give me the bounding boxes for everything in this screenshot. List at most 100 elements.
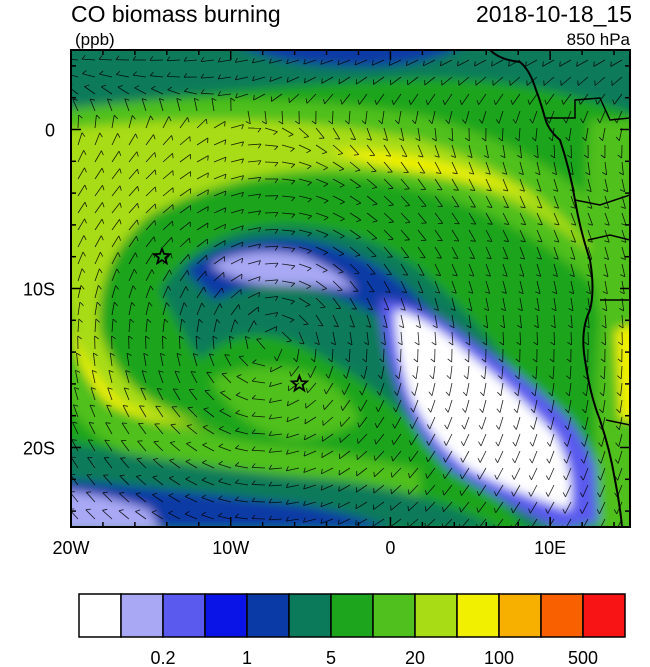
- wind-barb-flag: [603, 189, 609, 193]
- wind-barb-flag: [307, 215, 312, 220]
- wind-barb-flag: [393, 391, 398, 396]
- wind-barb-flag: [384, 308, 389, 311]
- wind-barb-flag: [600, 358, 606, 363]
- wind-barb-flag: [551, 308, 557, 312]
- wind-barb-flag: [448, 341, 454, 346]
- wind-barb-flag: [299, 342, 305, 345]
- wind-barb: [340, 416, 351, 427]
- field-yellow-arc: [330, 149, 540, 200]
- wind-barb-flag: [93, 352, 98, 356]
- wind-barb: [441, 76, 453, 86]
- wind-barb: [103, 457, 113, 469]
- wind-barb-flag: [468, 274, 475, 277]
- wind-barb-flag: [414, 341, 420, 346]
- wind-barb: [587, 246, 593, 260]
- wind-barb: [525, 59, 538, 67]
- wind-barb-flag: [612, 99, 615, 105]
- wind-barb-flag: [245, 121, 251, 125]
- wind-barb: [77, 251, 84, 265]
- wind-barb: [519, 314, 522, 328]
- wind-barb: [152, 476, 164, 486]
- wind-barb-flag: [586, 274, 592, 277]
- wind-barb: [349, 297, 357, 310]
- wind-barb-flag: [171, 237, 174, 243]
- wind-barb: [502, 331, 505, 346]
- wind-barb: [119, 493, 130, 503]
- wind-barb: [413, 399, 419, 413]
- wind-barb: [94, 252, 101, 265]
- wind-barb-flag: [320, 518, 323, 524]
- wind-barb-flag: [153, 236, 156, 242]
- wind-barb-flag: [118, 150, 122, 156]
- wind-barb: [415, 110, 419, 124]
- wind-barb: [400, 195, 411, 206]
- wind-barb: [566, 450, 572, 464]
- wind-barb-flag: [168, 475, 174, 479]
- wind-barb: [281, 246, 295, 249]
- wind-barb-flag: [569, 274, 575, 277]
- wind-barb: [427, 93, 436, 106]
- wind-barb-flag: [347, 342, 353, 346]
- wind-barb: [304, 76, 317, 84]
- wind-barb-flag: [241, 242, 244, 247]
- wind-barb: [315, 195, 329, 201]
- wind-barb-flag: [268, 447, 272, 453]
- wind-barb-flag: [444, 408, 449, 413]
- wind-barb: [235, 430, 249, 435]
- wind-barb-flag: [544, 99, 547, 105]
- wind-barb: [84, 86, 96, 95]
- wind-barb: [496, 518, 504, 527]
- wind-barb: [139, 405, 147, 418]
- wind-barb: [152, 459, 164, 469]
- wind-barb-flag: [220, 390, 226, 393]
- wind-barb-flag: [241, 258, 244, 264]
- wind-barb: [535, 365, 538, 380]
- wind-barb: [568, 382, 572, 396]
- colorbar-label: 5: [326, 648, 336, 667]
- star-marker: [289, 373, 310, 393]
- wind-barb-flag: [568, 308, 574, 312]
- wind-barb: [517, 382, 521, 396]
- wind-barb-flag: [118, 235, 121, 241]
- wind-barb: [613, 93, 623, 105]
- wind-barb: [94, 150, 102, 163]
- wind-barb-flag: [321, 468, 323, 474]
- wind-barb-flag: [303, 451, 306, 457]
- wind-barb-flag: [338, 486, 340, 492]
- wind-barb: [516, 416, 521, 430]
- wind-barb: [230, 319, 236, 333]
- wind-barb: [264, 279, 278, 282]
- wind-barb-flag: [390, 472, 393, 478]
- wind-barb-flag: [72, 421, 78, 424]
- wind-barb-flag: [137, 186, 139, 192]
- wind-barb-flag: [251, 394, 256, 399]
- wind-barb-flag: [339, 421, 342, 427]
- wind-barb: [162, 237, 172, 248]
- wind-barb-flag: [404, 222, 411, 224]
- wind-barb: [77, 167, 85, 180]
- wind-barb-flag: [443, 441, 447, 446]
- wind-barb-flag: [183, 56, 188, 62]
- wind-barb-flag: [434, 291, 440, 294]
- wind-barb-flag: [408, 99, 412, 105]
- wind-barb: [201, 479, 215, 486]
- wind-barb: [121, 422, 130, 435]
- wind-barb-flag: [374, 99, 377, 105]
- wind-barb: [185, 496, 198, 503]
- wind-barb: [162, 116, 170, 129]
- wind-barb: [111, 133, 118, 146]
- wind-barb: [162, 153, 173, 163]
- wind-barb-flag: [355, 169, 361, 172]
- wind-barb: [128, 318, 131, 333]
- wind-barb-flag: [207, 155, 209, 161]
- wind-barb: [128, 302, 132, 316]
- wind-barb-flag: [291, 265, 296, 270]
- wind-barb: [218, 76, 232, 80]
- wind-barb: [499, 399, 504, 413]
- wind-barb-flag: [274, 146, 279, 151]
- wind-barb-flag: [520, 223, 526, 226]
- wind-barb-flag: [349, 325, 355, 328]
- wind-barb-flag: [355, 186, 361, 189]
- wind-barb: [349, 161, 361, 171]
- wind-barb: [400, 246, 410, 258]
